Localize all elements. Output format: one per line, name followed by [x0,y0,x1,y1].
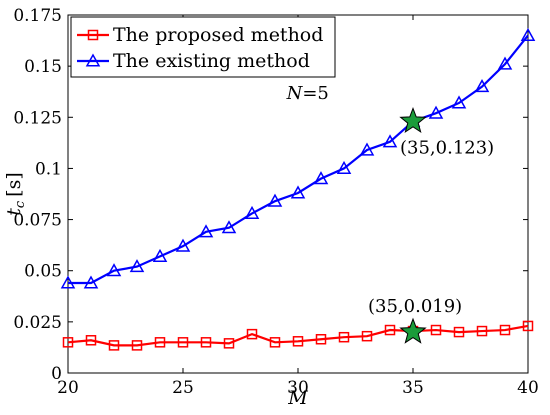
x-tick-label: 35 [402,378,424,398]
y-tick-label: 0.175 [13,6,62,26]
data-point [108,340,120,351]
data-point [451,95,467,109]
axis-ticks: 20 25 30 35 40 0 0.025 0.05 0.075 0.1 0.125 0.15 0.1… [13,6,538,398]
y-tick-label: 0 [51,364,62,384]
data-point [476,325,488,337]
y-tick-label: 0.1 [35,159,62,179]
highlight-star-marker [399,106,427,134]
y-tick-label: 0.125 [13,108,62,128]
annotation-layer: N=5 (35,0.123) (35,0.019) [286,83,494,344]
data-point [60,275,76,289]
y-axis-title: tc [s] [3,172,28,216]
data-point [200,337,212,348]
data-point [359,142,375,156]
data-point [430,324,442,336]
legend-label: The proposed method [113,24,323,46]
data-point [453,326,465,338]
data-point [152,248,168,262]
legend: The proposed method The existing method [70,16,336,78]
data-point [336,160,352,174]
series-line [67,324,529,347]
series-line [68,34,529,285]
data-point [83,275,99,289]
data-point [175,238,191,252]
y-tick-label: 0.05 [24,262,62,282]
y-tick-label: 0.075 [13,211,62,231]
data-point [131,340,143,351]
x-tick-label: 25 [172,378,194,398]
data-point [246,328,258,340]
data-point [244,205,260,219]
y-axis-subscript: c [13,200,28,208]
x-tick-label: 40 [517,378,539,398]
parameter-annotation: N=5 [286,83,329,104]
data-point [106,263,122,277]
y-tick-label: 0.15 [24,57,62,77]
data-point [223,338,235,349]
parameter-value: =5 [302,83,329,104]
data-point [85,335,97,346]
series-layer [60,27,536,351]
y-tick-label: 0.025 [13,313,62,333]
highlight-star-marker [399,317,427,344]
legend-swatch-marker [87,29,99,41]
data-point [177,337,189,348]
data-point [384,324,396,336]
point-annotation-label: (35,0.019) [368,296,462,317]
x-tick-label: 30 [287,378,309,398]
y-axis-title-text: tc [s] [3,172,28,216]
legend-entry: The existing method [77,50,310,72]
legend-swatch-marker [85,53,101,67]
data-point [129,259,145,273]
data-point [315,333,327,345]
data-point [522,320,534,332]
series-1 [62,320,534,351]
data-point [267,193,283,207]
parameter-variable: N [286,83,304,104]
data-point [382,134,398,148]
data-point [313,171,329,185]
data-point [62,337,74,348]
legend-box [70,16,336,78]
data-point [361,330,373,342]
data-point [269,337,281,348]
legend-entry: The proposed method [77,24,323,46]
point-annotation-label: (35,0.123) [400,137,494,158]
data-point [221,220,237,234]
data-point [198,224,214,238]
data-point [499,324,511,336]
data-point [428,105,444,119]
data-point [154,337,166,348]
data-point [338,331,350,343]
data-point [474,79,490,93]
y-axis-variable: t [3,208,25,216]
x-tick-label: 20 [57,378,79,398]
legend-label: The existing method [113,50,310,72]
data-point [497,56,513,70]
data-point [292,336,304,347]
x-axis-title: M [287,387,308,409]
y-axis-unit: [s] [3,172,25,197]
data-point [520,27,536,42]
data-point [290,185,306,199]
